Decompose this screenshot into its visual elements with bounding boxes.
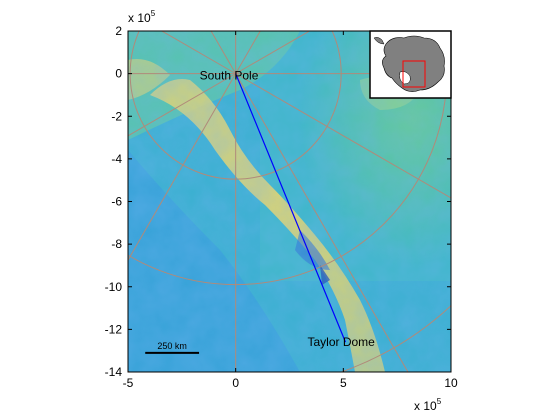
x-axis-ticks: -5 0 5 10 <box>123 31 458 390</box>
y-tick-label: -14 <box>105 365 123 379</box>
y-tick-label: -2 <box>111 109 122 123</box>
y-tick-label: 0 <box>115 67 122 81</box>
taylor-dome-label: Taylor Dome <box>307 335 375 349</box>
x-axis-multiplier: x 105 <box>414 397 442 413</box>
transect-line <box>235 73 347 343</box>
scale-bar: 250 km <box>145 341 200 354</box>
x-tick-label: 5 <box>340 376 347 390</box>
y-axis-multiplier: x 105 <box>128 9 156 25</box>
x-tick-label: 0 <box>232 376 239 390</box>
meridian-line <box>235 73 409 372</box>
antarctica-inset-landmass <box>382 35 445 92</box>
y-tick-label: -4 <box>111 152 122 166</box>
inset-map <box>369 30 452 99</box>
meridian-line <box>128 73 237 262</box>
south-pole-label: South Pole <box>200 69 259 83</box>
y-tick-label: -6 <box>111 195 122 209</box>
scale-bar-label: 250 km <box>157 341 187 351</box>
y-tick-label: -12 <box>105 322 123 336</box>
x-tick-label: 10 <box>444 376 458 390</box>
y-tick-label: -8 <box>111 237 122 251</box>
x-tick-label: -5 <box>123 376 134 390</box>
y-tick-label: 2 <box>115 24 122 38</box>
meridian-line <box>235 73 451 199</box>
inset-region-box <box>402 60 426 88</box>
y-tick-label: -10 <box>105 280 123 294</box>
